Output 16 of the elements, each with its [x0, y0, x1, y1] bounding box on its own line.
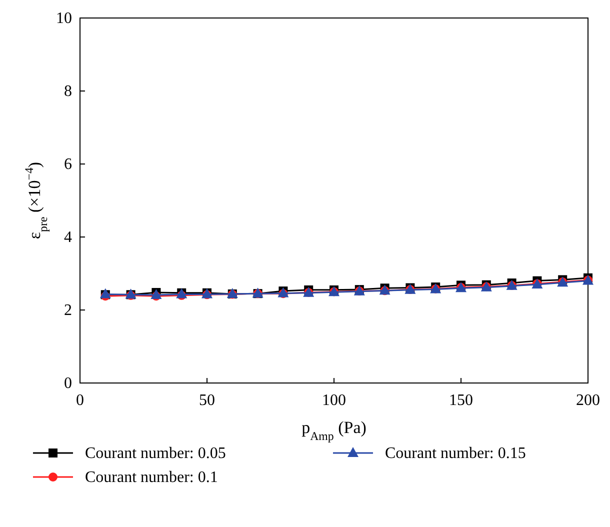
- y-tick-label: 8: [64, 83, 72, 100]
- y-tick-label: 10: [56, 10, 72, 27]
- legend-label: Courant number: 0.15: [385, 445, 526, 462]
- y-tick-label: 4: [64, 229, 72, 246]
- point: [150, 289, 162, 300]
- x-tick-label: 200: [576, 392, 600, 409]
- x-tick-label: 50: [199, 392, 215, 409]
- y-tick-label: 2: [64, 302, 72, 319]
- legend-label: Courant number: 0.1: [85, 469, 218, 486]
- y-tick-label: 0: [64, 375, 72, 392]
- x-tick-label: 100: [322, 392, 346, 409]
- x-axis-title: p$_{Amp}$ (Pa): [302, 418, 366, 443]
- legend-label: Courant number: 0.05: [85, 445, 226, 462]
- x-tick-label: 0: [76, 392, 84, 409]
- x-tick-label: 150: [449, 392, 473, 409]
- y-tick-label: 6: [64, 156, 72, 173]
